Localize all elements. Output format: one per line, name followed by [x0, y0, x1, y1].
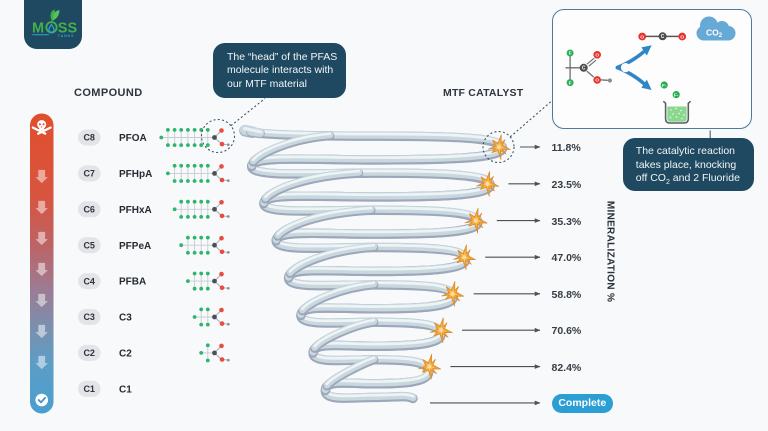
svg-text:TANKS: TANKS: [58, 34, 75, 38]
svg-text:F: F: [569, 80, 572, 85]
svg-text:C1: C1: [119, 384, 132, 395]
svg-text:C5: C5: [83, 240, 95, 250]
svg-text:C7: C7: [83, 169, 95, 179]
svg-text:M: M: [32, 20, 44, 36]
svg-text:O: O: [681, 34, 685, 40]
svg-text:C: C: [582, 65, 586, 71]
svg-text:F: F: [569, 50, 572, 55]
svg-text:PFHxA: PFHxA: [119, 205, 152, 216]
svg-text:C2: C2: [119, 349, 132, 360]
svg-text:C6: C6: [83, 205, 95, 215]
svg-text:PFPeA: PFPeA: [119, 241, 151, 252]
svg-text:PFHpA: PFHpA: [119, 169, 152, 180]
svg-text:O: O: [596, 52, 600, 58]
svg-text:C3: C3: [83, 312, 95, 322]
svg-text:CO2: CO2: [706, 27, 723, 39]
svg-text:C3: C3: [119, 313, 132, 324]
svg-text:C2: C2: [83, 348, 95, 358]
svg-text:SS: SS: [58, 20, 78, 36]
svg-text:PFBA: PFBA: [119, 277, 146, 288]
svg-text:C1: C1: [83, 384, 95, 394]
svg-text:O: O: [596, 77, 600, 83]
svg-text:F-: F-: [674, 92, 679, 97]
svg-text:F-: F-: [662, 82, 667, 87]
svg-text:C8: C8: [83, 133, 95, 143]
svg-text:C: C: [661, 34, 665, 40]
svg-text:C4: C4: [83, 276, 95, 286]
svg-text:O: O: [641, 34, 645, 40]
svg-text:PFOA: PFOA: [119, 133, 147, 144]
